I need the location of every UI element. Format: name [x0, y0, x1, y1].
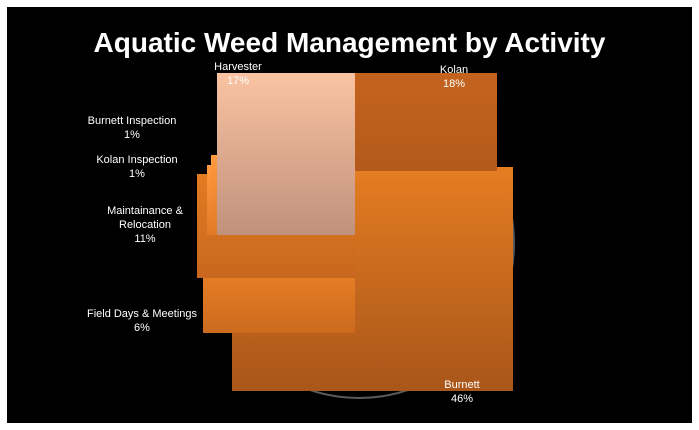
label-kolan-inspection: Kolan Inspection 1%: [87, 153, 187, 181]
label-kolan-inspection-name: Kolan Inspection: [96, 154, 178, 166]
label-burnett-inspection-value: 1%: [124, 129, 140, 141]
label-harvester-name: Harvester: [214, 61, 262, 73]
label-burnett-name: Burnett: [444, 379, 480, 391]
label-field-days-meetings-name: Field Days & Meetings: [86, 308, 198, 320]
label-burnett: Burnett 46%: [427, 378, 497, 406]
label-kolan-inspection-value: 1%: [129, 168, 145, 180]
label-maintainance-relocation-value: 11%: [134, 233, 156, 245]
label-harvester-value: 17%: [226, 75, 250, 87]
slice-harvester: [217, 73, 355, 235]
label-kolan-name: Kolan: [439, 64, 469, 76]
label-burnett-inspection: Burnett Inspection 1%: [77, 114, 187, 142]
label-harvester: Harvester 17%: [203, 60, 273, 88]
label-burnett-inspection-name: Burnett Inspection: [87, 115, 177, 127]
pie-chart: [197, 73, 515, 399]
label-maintainance-relocation-name: Maintainance & Relocation: [107, 205, 183, 231]
chart-title: Aquatic Weed Management by Activity: [93, 27, 606, 58]
label-burnett-value: 46%: [450, 393, 474, 405]
label-maintainance-relocation: Maintainance & Relocation 11%: [95, 204, 195, 246]
slice-field-days-meetings: [203, 278, 355, 333]
label-kolan: Kolan 18%: [424, 63, 484, 91]
slice-kolan: [355, 73, 497, 171]
label-kolan-value: 18%: [442, 78, 466, 90]
label-field-days-meetings-value: 6%: [134, 322, 150, 334]
slice-kolan-inspection: [211, 155, 217, 235]
label-field-days-meetings: Field Days & Meetings 6%: [82, 307, 202, 335]
slide-background: Aquatic Weed Management by Activity Harv…: [7, 7, 692, 423]
